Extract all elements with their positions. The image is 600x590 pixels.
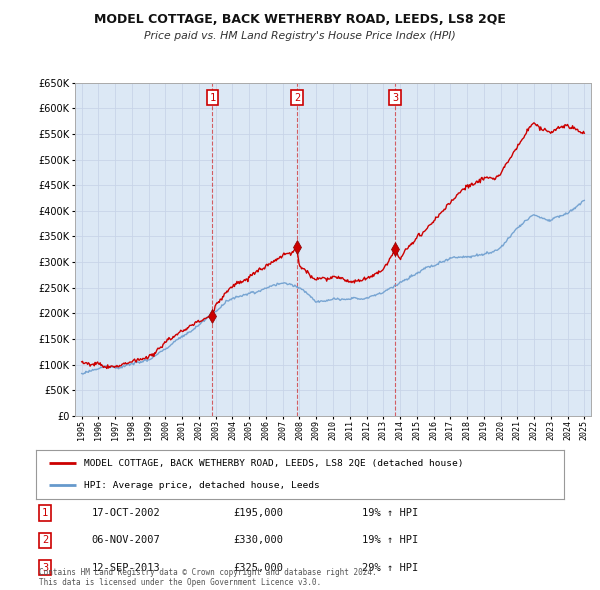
Text: 3: 3 — [392, 93, 398, 103]
Text: Price paid vs. HM Land Registry's House Price Index (HPI): Price paid vs. HM Land Registry's House … — [144, 31, 456, 41]
Text: 29% ↑ HPI: 29% ↑ HPI — [362, 563, 418, 572]
Text: 2: 2 — [42, 536, 48, 545]
Text: MODEL COTTAGE, BACK WETHERBY ROAD, LEEDS, LS8 2QE (detached house): MODEL COTTAGE, BACK WETHERBY ROAD, LEEDS… — [83, 459, 463, 468]
Text: HPI: Average price, detached house, Leeds: HPI: Average price, detached house, Leed… — [83, 481, 319, 490]
Text: 19% ↑ HPI: 19% ↑ HPI — [362, 509, 418, 518]
Text: 17-OCT-2002: 17-OCT-2002 — [92, 509, 160, 518]
Text: £195,000: £195,000 — [233, 509, 283, 518]
Text: 1: 1 — [42, 509, 48, 518]
Text: 12-SEP-2013: 12-SEP-2013 — [92, 563, 160, 572]
Text: £325,000: £325,000 — [233, 563, 283, 572]
Text: MODEL COTTAGE, BACK WETHERBY ROAD, LEEDS, LS8 2QE: MODEL COTTAGE, BACK WETHERBY ROAD, LEEDS… — [94, 13, 506, 26]
Text: 19% ↑ HPI: 19% ↑ HPI — [362, 536, 418, 545]
Text: Contains HM Land Registry data © Crown copyright and database right 2024.
This d: Contains HM Land Registry data © Crown c… — [39, 568, 377, 587]
Text: 3: 3 — [42, 563, 48, 572]
Text: 2: 2 — [294, 93, 300, 103]
Text: 1: 1 — [209, 93, 215, 103]
Text: 06-NOV-2007: 06-NOV-2007 — [92, 536, 160, 545]
Text: £330,000: £330,000 — [233, 536, 283, 545]
